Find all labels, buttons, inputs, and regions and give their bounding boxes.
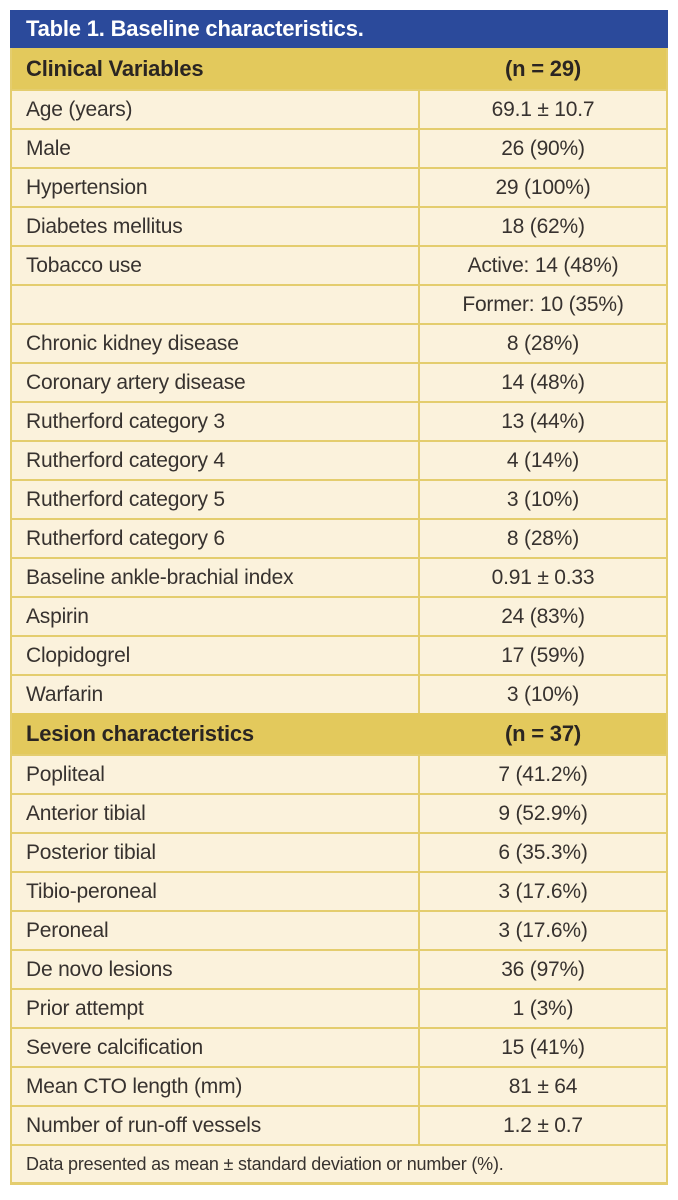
row-value: 17 (59%) (501, 643, 585, 667)
table-row: Tobacco use Active: 14 (48%) (12, 245, 666, 284)
row-label: Coronary artery disease (12, 364, 420, 401)
row-value: 8 (28%) (506, 526, 580, 550)
row-label: Tobacco use (12, 247, 420, 284)
table-row: Aspirin 24 (83%) (12, 596, 666, 635)
row-value: 0.91 ± 0.33 (491, 565, 595, 589)
table-row: Warfarin 3 (10%) (12, 674, 666, 713)
row-value: Former: 10 (35%) (462, 292, 624, 316)
row-label: Number of run-off vessels (12, 1107, 420, 1144)
row-value: 3 (17.6%) (498, 918, 588, 942)
table-row: Anterior tibial 9 (52.9%) (12, 793, 666, 832)
table-row: Tibio-peroneal 3 (17.6%) (12, 871, 666, 910)
row-value: 7 (41.2%) (498, 762, 588, 786)
row-label: Clopidogrel (12, 637, 420, 674)
table-row: Number of run-off vessels 1.2 ± 0.7 (12, 1105, 666, 1144)
table-row: Severe calcification 15 (41%) (12, 1027, 666, 1066)
row-value: 18 (62%) (501, 214, 585, 238)
table-row: Coronary artery disease 14 (48%) (12, 362, 666, 401)
table-row: Clopidogrel 17 (59%) (12, 635, 666, 674)
table-body: Clinical Variables (n = 29) Age (years) 69.… (10, 48, 668, 1185)
row-label: De novo lesions (12, 951, 420, 988)
row-value: 3 (10%) (506, 682, 580, 706)
row-label: Aspirin (12, 598, 420, 635)
section-header: Clinical Variables (n = 29) (12, 48, 666, 89)
row-value: 69.1 ± 10.7 (491, 97, 595, 121)
table-row: Rutherford category 4 4 (14%) (12, 440, 666, 479)
baseline-characteristics-table: Table 1. Baseline characteristics. Clini… (10, 10, 668, 1185)
table-row: Male 26 (90%) (12, 128, 666, 167)
row-label: Severe calcification (12, 1029, 420, 1066)
row-value: 4 (14%) (506, 448, 580, 472)
table-row: Chronic kidney disease 8 (28%) (12, 323, 666, 362)
table-row: Prior attempt 1 (3%) (12, 988, 666, 1027)
table-row: Former: 10 (35%) (12, 284, 666, 323)
row-value: 14 (48%) (501, 370, 585, 394)
row-value: 1.2 ± 0.7 (503, 1113, 583, 1137)
table-row: Baseline ankle-brachial index 0.91 ± 0.33 (12, 557, 666, 596)
table-row: Hypertension 29 (100%) (12, 167, 666, 206)
row-label: Hypertension (12, 169, 420, 206)
row-label: Peroneal (12, 912, 420, 949)
row-value: 8 (28%) (506, 331, 580, 355)
table-row: Age (years) 69.1 ± 10.7 (12, 89, 666, 128)
row-value: 3 (17.6%) (498, 879, 588, 903)
row-value: 26 (90%) (501, 136, 585, 160)
table-row: Posterior tibial 6 (35.3%) (12, 832, 666, 871)
section-count: (n = 29) (504, 55, 582, 81)
row-value: 15 (41%) (501, 1035, 585, 1059)
row-value: Active: 14 (48%) (467, 253, 619, 277)
row-label: Prior attempt (12, 990, 420, 1027)
row-label: Anterior tibial (12, 795, 420, 832)
row-label (12, 286, 420, 323)
row-label: Age (years) (12, 91, 420, 128)
section-label: Lesion characteristics (26, 720, 254, 746)
section-count: (n = 37) (504, 720, 582, 746)
row-label: Baseline ankle-brachial index (12, 559, 420, 596)
table-row: Mean CTO length (mm) 81 ± 64 (12, 1066, 666, 1105)
table-row: Rutherford category 6 8 (28%) (12, 518, 666, 557)
row-value: 1 (3%) (512, 996, 574, 1020)
table-row: De novo lesions 36 (97%) (12, 949, 666, 988)
row-label: Tibio-peroneal (12, 873, 420, 910)
row-value: 6 (35.3%) (498, 840, 588, 864)
table-row: Popliteal 7 (41.2%) (12, 754, 666, 793)
row-value: 13 (44%) (501, 409, 585, 433)
row-label: Diabetes mellitus (12, 208, 420, 245)
row-value: 24 (83%) (501, 604, 585, 628)
row-label: Popliteal (12, 756, 420, 793)
table-row: Rutherford category 5 3 (10%) (12, 479, 666, 518)
row-value: 9 (52.9%) (498, 801, 588, 825)
section-label: Clinical Variables (26, 55, 204, 81)
table-title: Table 1. Baseline characteristics. (10, 10, 668, 48)
row-label: Rutherford category 6 (12, 520, 420, 557)
row-label: Chronic kidney disease (12, 325, 420, 362)
row-value: 3 (10%) (506, 487, 580, 511)
table-sections: Clinical Variables (n = 29) Age (years) 69.… (12, 48, 666, 1144)
table-footnote: Data presented as mean ± standard deviat… (12, 1144, 666, 1182)
row-value: 29 (100%) (495, 175, 591, 199)
table-row: Diabetes mellitus 18 (62%) (12, 206, 666, 245)
row-label: Rutherford category 3 (12, 403, 420, 440)
row-label: Posterior tibial (12, 834, 420, 871)
row-label: Rutherford category 4 (12, 442, 420, 479)
row-label: Warfarin (12, 676, 420, 713)
row-label: Mean CTO length (mm) (12, 1068, 420, 1105)
row-label: Rutherford category 5 (12, 481, 420, 518)
table-row: Rutherford category 3 13 (44%) (12, 401, 666, 440)
row-value: 36 (97%) (501, 957, 585, 981)
row-label: Male (12, 130, 420, 167)
table-row: Peroneal 3 (17.6%) (12, 910, 666, 949)
row-value: 81 ± 64 (508, 1074, 578, 1098)
section-header: Lesion characteristics (n = 37) (12, 713, 666, 754)
